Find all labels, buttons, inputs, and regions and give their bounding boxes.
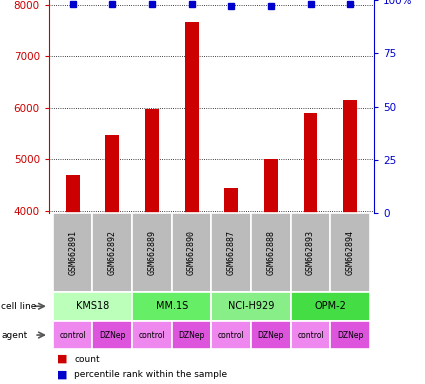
- Bar: [212, 321, 251, 349]
- Bar: [132, 321, 172, 349]
- Bar: [185, 22, 198, 384]
- Text: DZNep: DZNep: [258, 331, 284, 339]
- Text: GSM662893: GSM662893: [306, 230, 315, 275]
- Bar: [251, 321, 291, 349]
- Bar: [291, 321, 330, 349]
- Bar: [145, 109, 159, 384]
- Text: GSM662892: GSM662892: [108, 230, 117, 275]
- Bar: [291, 213, 330, 292]
- Bar: [212, 213, 251, 292]
- Bar: [251, 213, 291, 292]
- Text: ■: ■: [57, 369, 68, 379]
- Bar: [264, 159, 278, 384]
- Text: GSM662889: GSM662889: [147, 230, 156, 275]
- Text: agent: agent: [1, 331, 28, 339]
- Bar: [172, 321, 212, 349]
- Text: control: control: [139, 331, 165, 339]
- Text: GSM662890: GSM662890: [187, 230, 196, 275]
- Bar: [66, 175, 79, 384]
- Bar: [291, 292, 370, 321]
- Text: DZNep: DZNep: [337, 331, 363, 339]
- Bar: [132, 292, 212, 321]
- Text: count: count: [74, 354, 100, 364]
- Text: control: control: [218, 331, 245, 339]
- Text: cell line: cell line: [1, 302, 37, 311]
- Bar: [93, 321, 132, 349]
- Bar: [212, 292, 291, 321]
- Bar: [105, 134, 119, 384]
- Text: control: control: [297, 331, 324, 339]
- Text: GSM662894: GSM662894: [346, 230, 355, 275]
- Text: control: control: [60, 331, 86, 339]
- Text: GSM662891: GSM662891: [68, 230, 77, 275]
- Bar: [343, 100, 357, 384]
- Bar: [53, 292, 132, 321]
- Text: KMS18: KMS18: [76, 301, 109, 311]
- Text: MM.1S: MM.1S: [156, 301, 188, 311]
- Text: OPM-2: OPM-2: [314, 301, 346, 311]
- Text: DZNep: DZNep: [99, 331, 125, 339]
- Bar: [330, 213, 370, 292]
- Bar: [172, 213, 212, 292]
- Text: GSM662887: GSM662887: [227, 230, 236, 275]
- Text: percentile rank within the sample: percentile rank within the sample: [74, 370, 227, 379]
- Bar: [53, 213, 93, 292]
- Bar: [93, 213, 132, 292]
- Text: GSM662888: GSM662888: [266, 230, 275, 275]
- Bar: [132, 213, 172, 292]
- Bar: [330, 321, 370, 349]
- Bar: [224, 188, 238, 384]
- Text: ■: ■: [57, 354, 68, 364]
- Text: NCI-H929: NCI-H929: [228, 301, 274, 311]
- Text: DZNep: DZNep: [178, 331, 205, 339]
- Bar: [303, 113, 317, 384]
- Bar: [53, 321, 93, 349]
